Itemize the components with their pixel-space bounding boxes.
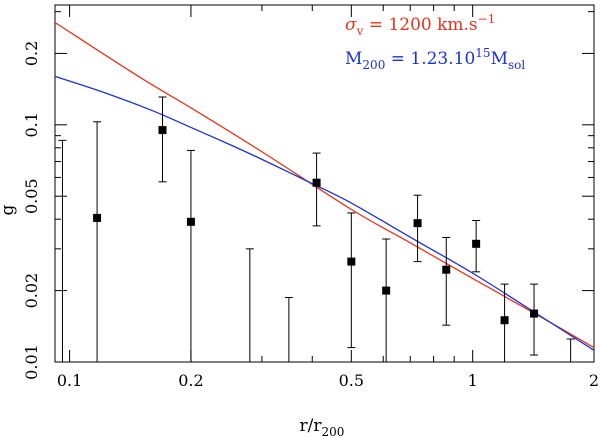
plot-border: [54, 4, 595, 363]
ticks: [55, 5, 595, 363]
data-point-marker: [347, 257, 356, 266]
data-point-marker: [382, 286, 391, 295]
legend-subscript: 200: [362, 58, 385, 72]
data-point-marker: [312, 178, 321, 187]
legend-entry-2: M200 = 1.23.1015Msol: [345, 46, 525, 72]
data-point-marker: [500, 316, 509, 325]
legend-symbol: M: [345, 49, 362, 69]
x-tick-label: 2: [589, 371, 599, 390]
x-tick-label: 0.5: [339, 371, 364, 390]
legend-superscript: −1: [478, 12, 496, 26]
x-tick-label: 0.1: [57, 371, 82, 390]
x-tick-label: 1: [468, 371, 478, 390]
data-points: [58, 96, 575, 362]
legend-subscript: v: [356, 24, 364, 38]
y-tick-label: 0.05: [22, 178, 41, 214]
legend-symbol: σ: [345, 15, 357, 35]
data-point-marker: [186, 217, 195, 226]
data-point-marker: [413, 219, 422, 228]
legend-entry-1: σv = 1200 km.s−1: [345, 12, 495, 38]
data-point-marker: [442, 265, 451, 274]
data-point-marker: [530, 309, 539, 318]
x-axis-label-subscript: 200: [322, 425, 345, 436]
data-point-marker: [472, 239, 481, 248]
legend-text: = 1.23.10: [385, 49, 475, 69]
plot-frame: [54, 4, 595, 363]
data-point-marker: [158, 126, 167, 135]
y-axis-label: g: [0, 204, 18, 215]
legend-superscript: 15: [475, 46, 490, 60]
legend-text-unit: M: [491, 49, 508, 69]
x-axis-label-main: r/r: [300, 416, 323, 436]
y-tick-label: 0.2: [22, 41, 41, 66]
legend-subscript-unit: sol: [508, 58, 525, 72]
series-line-2: [54, 75, 595, 351]
data-point-marker: [93, 213, 102, 222]
series-line-1: [54, 21, 595, 349]
x-tick-label: 0.2: [178, 371, 203, 390]
y-tick-label: 0.1: [22, 112, 41, 137]
curves: [54, 21, 595, 351]
y-tick-label: 0.01: [22, 344, 41, 380]
tick-labels: 0.1 0.2 0.5 1 2 0.01 0.02 0.05 0.1 0.2: [22, 41, 599, 390]
y-tick-label: 0.02: [22, 273, 41, 309]
x-axis-label: r/r200: [300, 416, 345, 436]
legend-text: = 1200 km.s: [363, 15, 477, 35]
